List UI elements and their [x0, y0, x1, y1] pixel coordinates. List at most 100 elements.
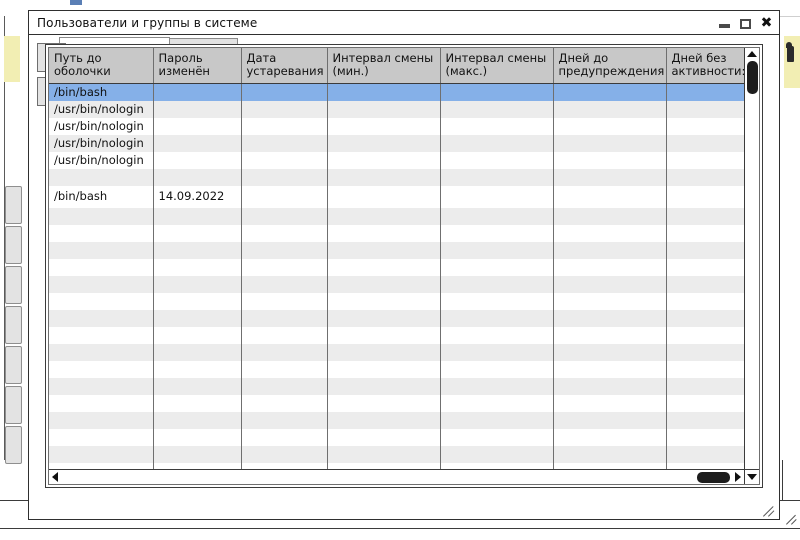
table-cell[interactable] — [153, 117, 242, 135]
table-cell[interactable] — [241, 207, 328, 225]
horizontal-scrollbar[interactable] — [49, 469, 744, 484]
table-cell[interactable] — [553, 134, 667, 152]
table-cell[interactable] — [666, 309, 744, 327]
table-cell[interactable] — [241, 134, 328, 152]
table-cell[interactable] — [440, 394, 554, 412]
table-cell[interactable] — [49, 168, 154, 186]
table-cell[interactable] — [327, 428, 441, 446]
table-cell[interactable] — [666, 83, 744, 101]
table-cell[interactable] — [241, 224, 328, 242]
table-cell[interactable] — [49, 411, 154, 429]
table-cell[interactable] — [553, 428, 667, 446]
table-cell[interactable] — [327, 326, 441, 344]
table-cell[interactable] — [327, 343, 441, 361]
table-cell[interactable] — [666, 168, 744, 186]
table-cell[interactable] — [327, 117, 441, 135]
table-cell[interactable] — [241, 83, 328, 101]
table-cell[interactable] — [440, 292, 554, 310]
table-cell[interactable] — [153, 343, 242, 361]
table-cell[interactable] — [241, 377, 328, 395]
table-cell[interactable] — [153, 377, 242, 395]
table-cell[interactable] — [153, 309, 242, 327]
table-cell[interactable] — [241, 258, 328, 276]
table-cell[interactable] — [327, 309, 441, 327]
table-cell[interactable] — [440, 462, 554, 469]
table-cell[interactable] — [153, 207, 242, 225]
table-cell[interactable] — [440, 224, 554, 242]
table-cell[interactable] — [440, 360, 554, 378]
table-cell[interactable] — [49, 309, 154, 327]
table-cell[interactable] — [440, 134, 554, 152]
table-cell[interactable] — [327, 258, 441, 276]
table-cell[interactable] — [553, 292, 667, 310]
table-cell[interactable] — [241, 241, 328, 259]
table-cell[interactable] — [327, 377, 441, 395]
column-header-shell-path[interactable]: Путь до оболочки — [49, 48, 154, 84]
table-row[interactable]: /usr/bin/nologin — [49, 100, 744, 118]
table-cell[interactable] — [327, 224, 441, 242]
table-cell[interactable] — [440, 258, 554, 276]
table-cell[interactable] — [666, 343, 744, 361]
table-cell[interactable] — [49, 326, 154, 344]
table-cell[interactable] — [327, 241, 441, 259]
minimize-button[interactable] — [718, 17, 731, 30]
vertical-scrollbar[interactable] — [744, 48, 759, 469]
table-cell[interactable] — [327, 462, 441, 469]
horizontal-scroll-thumb[interactable] — [697, 472, 730, 483]
table-cell[interactable] — [666, 394, 744, 412]
table-cell[interactable] — [49, 241, 154, 259]
close-icon[interactable]: ✖ — [760, 14, 773, 31]
table-cell[interactable] — [440, 185, 554, 208]
table-cell[interactable] — [241, 462, 328, 469]
table-cell[interactable] — [666, 428, 744, 446]
table-cell[interactable]: 14.09.2022 — [153, 185, 242, 208]
table-cell[interactable] — [49, 292, 154, 310]
table-cell[interactable] — [440, 411, 554, 429]
scroll-up-arrow-icon[interactable] — [747, 51, 757, 57]
table-row[interactable] — [49, 343, 744, 361]
desktop-resize-grip[interactable] — [786, 512, 800, 526]
table-cell[interactable] — [153, 428, 242, 446]
table-cell[interactable] — [440, 100, 554, 118]
table-cell[interactable] — [241, 360, 328, 378]
table-row[interactable] — [49, 445, 744, 463]
table-cell[interactable] — [153, 151, 242, 169]
table-cell[interactable] — [49, 207, 154, 225]
table-cell[interactable] — [241, 275, 328, 293]
table-cell[interactable] — [327, 292, 441, 310]
table-row[interactable] — [49, 207, 744, 225]
table-cell[interactable] — [553, 411, 667, 429]
table-cell[interactable] — [666, 411, 744, 429]
table-cell[interactable] — [553, 360, 667, 378]
dock-button[interactable] — [5, 386, 22, 424]
table-row[interactable]: /usr/bin/nologin — [49, 117, 744, 135]
dock-button[interactable] — [5, 306, 22, 344]
table-cell[interactable] — [241, 117, 328, 135]
table-row[interactable] — [49, 168, 744, 186]
table-cell[interactable] — [666, 445, 744, 463]
table-cell[interactable] — [553, 343, 667, 361]
table-cell[interactable] — [440, 151, 554, 169]
table-row[interactable] — [49, 394, 744, 412]
table-cell[interactable] — [153, 258, 242, 276]
table-cell[interactable] — [327, 275, 441, 293]
table-cell[interactable] — [153, 241, 242, 259]
table-row[interactable] — [49, 258, 744, 276]
column-header-min-change[interactable]: Интервал смены (мин.) — [327, 48, 441, 84]
column-header-warn-days[interactable]: Дней до предупреждения — [553, 48, 667, 84]
table-cell[interactable]: /usr/bin/nologin — [49, 100, 154, 118]
table-cell[interactable] — [153, 462, 242, 469]
table-cell[interactable]: /usr/bin/nologin — [49, 151, 154, 169]
table-cell[interactable] — [49, 360, 154, 378]
dock-button[interactable] — [5, 346, 22, 384]
table-cell[interactable] — [153, 83, 242, 101]
window-resize-grip[interactable] — [763, 503, 777, 517]
table-cell[interactable] — [553, 168, 667, 186]
table-cell[interactable] — [49, 343, 154, 361]
table-cell[interactable] — [49, 258, 154, 276]
maximize-button[interactable] — [739, 17, 752, 30]
table-cell[interactable] — [241, 151, 328, 169]
table-row[interactable] — [49, 292, 744, 310]
table-cell[interactable] — [241, 292, 328, 310]
table-row[interactable] — [49, 428, 744, 446]
